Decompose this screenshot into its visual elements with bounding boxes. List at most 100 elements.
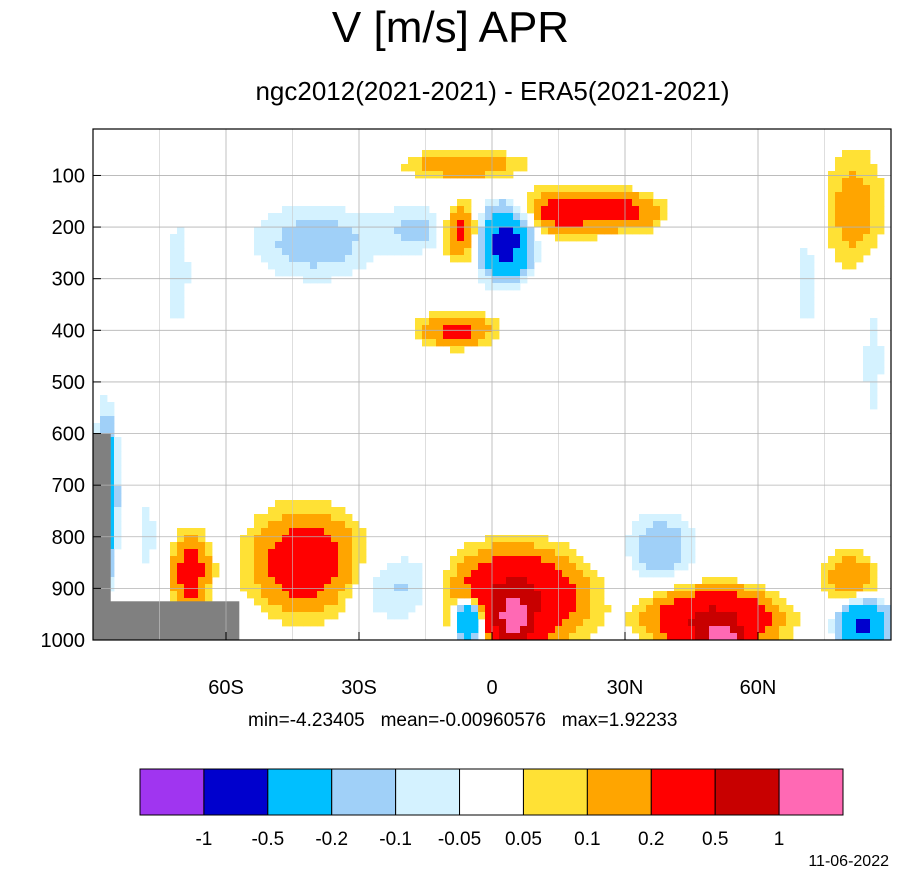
contour-cell [443,248,451,256]
contour-cell [527,584,535,592]
contour-cell [303,598,311,606]
contour-cell [275,269,283,277]
contour-cell [870,619,878,627]
contour-cell [534,535,542,543]
contour-cell [751,619,759,627]
contour-cell [464,171,472,179]
contour-cell [576,598,584,606]
contour-cell [737,598,745,606]
contour-cell [373,241,381,249]
contour-cell [268,521,276,529]
contour-cell [268,535,276,543]
contour-cell [296,584,304,592]
contour-cell [639,542,647,550]
contour-cell [282,248,290,256]
contour-cell [471,633,479,641]
contour-cell [114,500,122,508]
contour-cell [324,255,332,263]
contour-cell [478,255,486,263]
contour-cell [828,626,836,634]
contour-cell [275,213,283,221]
contour-cell [583,577,591,585]
contour-cell [548,206,556,214]
contour-cell [877,346,885,354]
contour-cell [506,570,514,578]
contour-cell [527,227,535,235]
contour-cell [863,605,871,613]
contour-cell [464,332,472,340]
contour-cell [177,290,185,298]
contour-cell [387,227,395,235]
contour-cell [485,234,493,242]
contour-cell [317,612,325,620]
contour-cell [254,570,262,578]
contour-cell [667,612,675,620]
contour-cell [646,570,654,578]
contour-cell [877,353,885,361]
contour-cell [450,584,458,592]
contour-cell [331,577,339,585]
contour-cell [380,220,388,228]
contour-cell [268,507,276,515]
contour-cell [401,213,409,221]
contour-cell [366,220,374,228]
contour-cell [513,619,521,627]
contour-cell [338,577,346,585]
contour-cell [275,542,283,550]
contour-cell [856,241,864,249]
contour-cell [170,563,178,571]
contour-cell [338,598,346,606]
contour-cell [527,619,535,627]
contour-cell [324,500,332,508]
contour-cell [856,633,864,641]
contour-cell [842,234,850,242]
contour-cell [450,164,458,172]
contour-cell [660,549,668,557]
contour-cell [646,213,654,221]
contour-cell [205,549,213,557]
contour-cell [359,542,367,550]
contour-cell [331,213,339,221]
contour-cell [261,584,269,592]
contour-cell [450,598,458,606]
contour-cell [653,605,661,613]
contour-cell [765,612,773,620]
contour-cell [114,486,122,494]
contour-cell [562,227,570,235]
contour-cell [324,612,332,620]
contour-cell [849,262,857,270]
contour-cell [877,626,885,634]
contour-cell [807,276,815,284]
contour-cell [296,241,304,249]
contour-cell [303,241,311,249]
contour-cell [478,570,486,578]
contour-cell [723,619,731,627]
contour-cell [457,612,465,620]
contour-cell [849,612,857,620]
contour-cell [576,563,584,571]
contour-cell [660,542,668,550]
contour-cell [324,535,332,543]
contour-cell [660,633,668,641]
contour-cell [170,255,178,263]
contour-cell [583,612,591,620]
contour-cell [646,227,654,235]
contour-cell [275,241,283,249]
contour-cell [478,220,486,228]
contour-cell [576,206,584,214]
contour-cell [835,556,843,564]
contour-cell [604,213,612,221]
contour-cell [471,563,479,571]
contour-cell [590,619,598,627]
contour-cell [856,199,864,207]
contour-cell [142,549,150,557]
contour-cell [359,227,367,235]
contour-cell [793,619,801,627]
contour-cell [359,234,367,242]
contour-cell [569,584,577,592]
contour-cell [681,535,689,543]
contour-cell [464,619,472,627]
contour-cell [100,402,108,410]
contour-cell [114,528,122,536]
